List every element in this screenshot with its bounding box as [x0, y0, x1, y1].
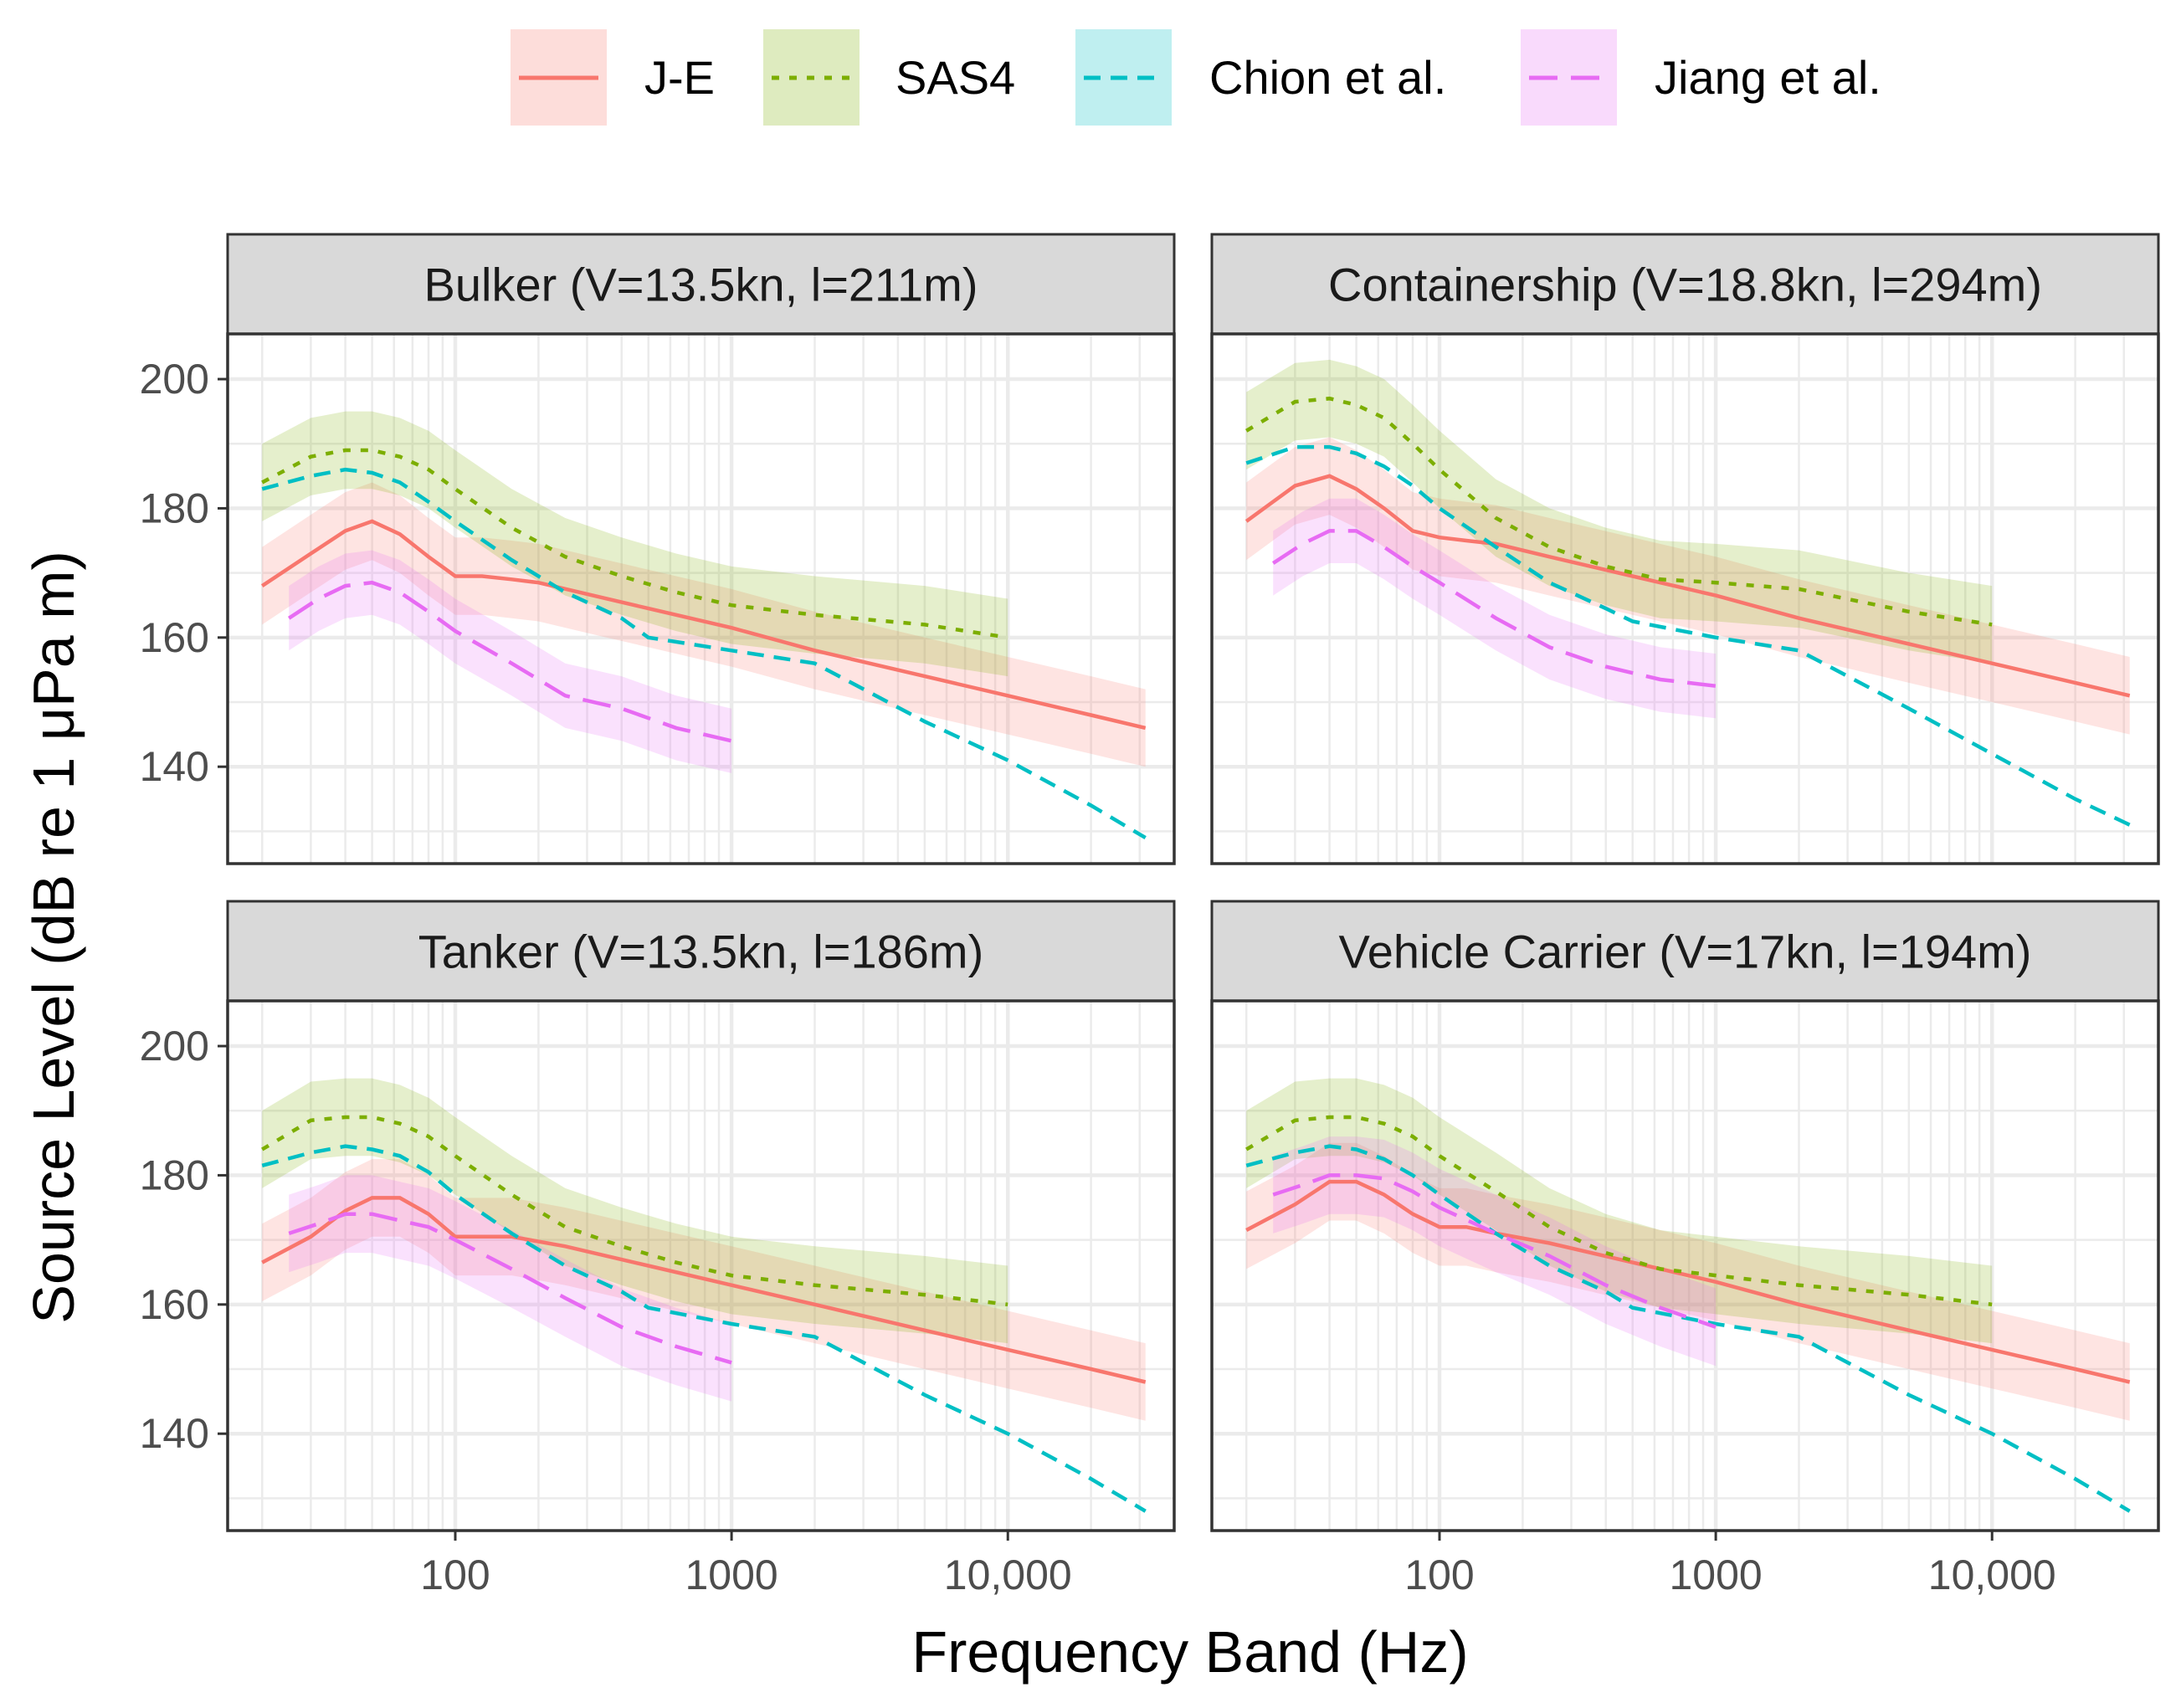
gridlines [1212, 1001, 2158, 1531]
series-group [1244, 359, 2131, 827]
y-tick-label: 180 [140, 485, 209, 531]
series-line-je [1244, 474, 2131, 698]
panel-border [1210, 999, 2160, 1532]
ribbon-je [262, 1159, 1146, 1421]
series-line-sas4 [261, 448, 1008, 640]
legend-label: J-E [644, 51, 715, 104]
series-line-jiang [1271, 529, 1717, 688]
panel-strip [226, 900, 1176, 1003]
series-group [260, 411, 1147, 840]
ribbon-je [262, 482, 1146, 767]
series-line-je [260, 519, 1147, 731]
ribbon-je [1246, 437, 2130, 735]
plot-background [228, 1001, 1174, 1531]
x-axis-title: Frequency Band (Hz) [911, 1619, 1468, 1685]
panel-border [1210, 332, 2160, 865]
ribbon-je [1246, 1142, 2130, 1421]
ribbon-jiang [289, 1175, 732, 1402]
ribbon-sas4 [262, 1078, 1008, 1344]
legend-label: Jiang et al. [1655, 51, 1881, 104]
series-line-chion [1245, 1144, 2131, 1513]
legend: J-E SAS4 Chion et al. Jiang et al. [511, 29, 1881, 126]
y-tick-label: 200 [140, 1023, 209, 1069]
ribbon-sas4 [1246, 359, 1993, 664]
panel-4: Vehicle Carrier (V=17kn, l=194m) 100 1000 1… [1210, 900, 2160, 1598]
series-group [261, 1078, 1147, 1513]
panel-1: Bulker (V=13.5kn, l=211m) 140 160 180 200 [140, 233, 1176, 865]
legend-item-sas4: SAS4 [763, 29, 1015, 126]
y-tick-label: 200 [140, 356, 209, 403]
ribbon-sas4 [262, 411, 1008, 677]
legend-label: Chion et al. [1209, 51, 1446, 104]
plot-background [1212, 334, 2158, 864]
x-tick-label: 1000 [685, 1552, 778, 1598]
panel-title: Containership (V=18.8kn, l=294m) [1328, 259, 2042, 311]
legend-item-chion: Chion et al. [1075, 29, 1446, 126]
y-tick-label: 160 [140, 614, 209, 661]
legend-label: SAS4 [895, 51, 1015, 104]
x-tick-label: 10,000 [1928, 1552, 2056, 1598]
series-group [1245, 1078, 2131, 1513]
ribbon-jiang [1273, 498, 1717, 719]
gridlines [1212, 334, 2158, 864]
y-tick-label: 160 [140, 1281, 209, 1328]
series-line-chion [1245, 444, 2131, 827]
panel-border [226, 332, 1176, 865]
y-tick-label: 180 [140, 1151, 209, 1198]
gridlines [228, 1001, 1174, 1531]
series-line-chion [261, 467, 1147, 840]
panel-strip [1210, 900, 2160, 1003]
x-tick-label: 1000 [1670, 1552, 1763, 1598]
x-tick-label: 10,000 [944, 1552, 1072, 1598]
panel-2: Containership (V=18.8kn, l=294m) [1210, 233, 2160, 865]
series-line-sas4 [1245, 396, 1993, 627]
x-tick-label: 100 [1404, 1552, 1474, 1598]
series-line-jiang [288, 1212, 732, 1365]
y-tick-label: 140 [140, 743, 209, 790]
panel-title: Tanker (V=13.5kn, l=186m) [418, 926, 983, 978]
panel-border [226, 999, 1176, 1532]
panel-3: Tanker (V=13.5kn, l=186m) 140 160 180 200 100… [140, 900, 1176, 1598]
series-line-jiang [287, 580, 732, 743]
panels: Bulker (V=13.5kn, l=211m) 140 160 180 200 Con… [140, 233, 2160, 1598]
series-line-chion [261, 1144, 1147, 1513]
ribbon-sas4 [1246, 1078, 1993, 1344]
series-line-je [261, 1196, 1147, 1384]
panel-strip [226, 233, 1176, 336]
y-tick-label: 140 [140, 1410, 209, 1457]
panel-title: Bulker (V=13.5kn, l=211m) [424, 259, 978, 311]
y-axis-title: Source Level (dB re 1 μPa m) [21, 551, 86, 1324]
legend-item-jiang: Jiang et al. [1521, 29, 1881, 126]
x-tick-label: 100 [420, 1552, 490, 1598]
gridlines [228, 334, 1174, 864]
legend-item-je: J-E [511, 29, 715, 126]
plot-background [1212, 1001, 2158, 1531]
panel-title: Vehicle Carrier (V=17kn, l=194m) [1339, 926, 2032, 978]
series-line-jiang [1272, 1173, 1717, 1329]
